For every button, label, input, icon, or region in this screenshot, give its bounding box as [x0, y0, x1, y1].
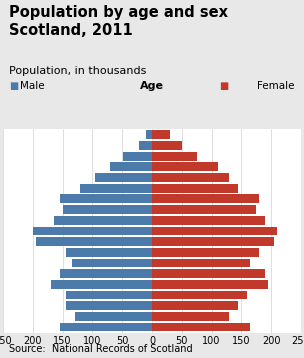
Bar	[152, 184, 238, 193]
Bar	[66, 248, 152, 257]
Bar	[152, 152, 197, 160]
Bar	[63, 205, 152, 214]
Bar	[152, 258, 250, 267]
Text: ■: ■	[9, 81, 18, 91]
Bar	[139, 141, 152, 150]
Bar	[33, 227, 152, 235]
Bar	[110, 163, 152, 171]
Bar	[71, 258, 152, 267]
Bar	[152, 173, 230, 182]
Bar	[81, 184, 152, 193]
Text: Female: Female	[257, 81, 295, 91]
Bar	[152, 163, 218, 171]
Bar	[123, 152, 152, 160]
Bar	[146, 130, 152, 139]
Bar	[152, 130, 170, 139]
Text: Population by age and sex
Scotland, 2011: Population by age and sex Scotland, 2011	[9, 5, 228, 38]
Bar	[152, 291, 247, 299]
Bar	[60, 269, 152, 278]
Bar	[74, 312, 152, 321]
Text: Source:  National Records of Scotland: Source: National Records of Scotland	[9, 344, 193, 354]
Text: Age: Age	[140, 81, 164, 91]
Bar	[152, 205, 256, 214]
Text: Population, in thousands: Population, in thousands	[9, 66, 147, 76]
Bar	[51, 280, 152, 289]
Bar	[152, 237, 274, 246]
Bar	[66, 301, 152, 310]
Bar	[152, 312, 230, 321]
Bar	[152, 227, 277, 235]
Bar	[60, 323, 152, 332]
Bar	[60, 194, 152, 203]
Bar	[152, 194, 259, 203]
Bar	[152, 216, 265, 224]
Text: ■: ■	[219, 81, 228, 91]
Bar	[152, 301, 238, 310]
Bar	[152, 269, 265, 278]
Bar	[66, 291, 152, 299]
Bar	[95, 173, 152, 182]
Bar	[152, 323, 250, 332]
Bar	[152, 280, 268, 289]
Bar	[152, 141, 182, 150]
Bar	[36, 237, 152, 246]
Bar	[152, 248, 259, 257]
Bar	[54, 216, 152, 224]
Text: Male: Male	[20, 81, 44, 91]
